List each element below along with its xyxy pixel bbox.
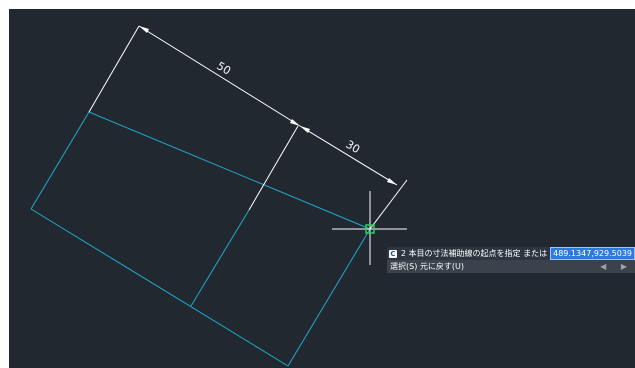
dimension-text-30[interactable]: 30 [343,138,362,156]
rect-edge-bottom[interactable] [30,208,289,367]
dimension-text-50[interactable]: 50 [214,59,233,77]
arrowhead-50-end [290,119,300,126]
coordinate-input[interactable]: 489.1347,929.5039 [550,247,635,260]
arrowhead-30-start [300,126,310,133]
extension-line-2[interactable] [369,179,408,230]
inner-divider-line[interactable] [190,209,250,307]
rect-edge-top[interactable] [88,111,371,230]
snap-marker-icon [365,224,375,234]
command-prompt-line[interactable]: C 2 本目の寸法補助線の起点を指定 または 489.1347,929.5039 [387,247,635,260]
arrowhead-50-start [139,26,149,33]
command-prompt[interactable]: C 2 本目の寸法補助線の起点を指定 または 489.1347,929.5039… [387,247,635,273]
nav-arrows-icon[interactable]: ◀ ▶ [600,262,633,271]
command-options[interactable]: 選択(S) 元に戻す(U) [390,262,464,271]
extension-line-1[interactable] [88,25,140,113]
drawing-svg[interactable]: 50 30 [9,9,635,368]
prompt-text: 2 本目の寸法補助線の起点を指定 または [400,249,548,258]
arrowhead-30-end [387,178,397,185]
drawing-canvas[interactable]: 50 30 [9,9,635,368]
crosshair-cursor [332,191,407,265]
rect-edge-right[interactable] [287,228,371,367]
inner-divider-extension[interactable] [248,125,299,211]
dimension-line-50[interactable] [138,25,301,127]
command-options-line[interactable]: 選択(S) 元に戻す(U) ◀ ▶ [387,260,635,273]
command-icon: C [389,249,397,258]
rect-edge-left[interactable] [30,111,90,210]
dimension-line-30[interactable] [299,125,398,186]
